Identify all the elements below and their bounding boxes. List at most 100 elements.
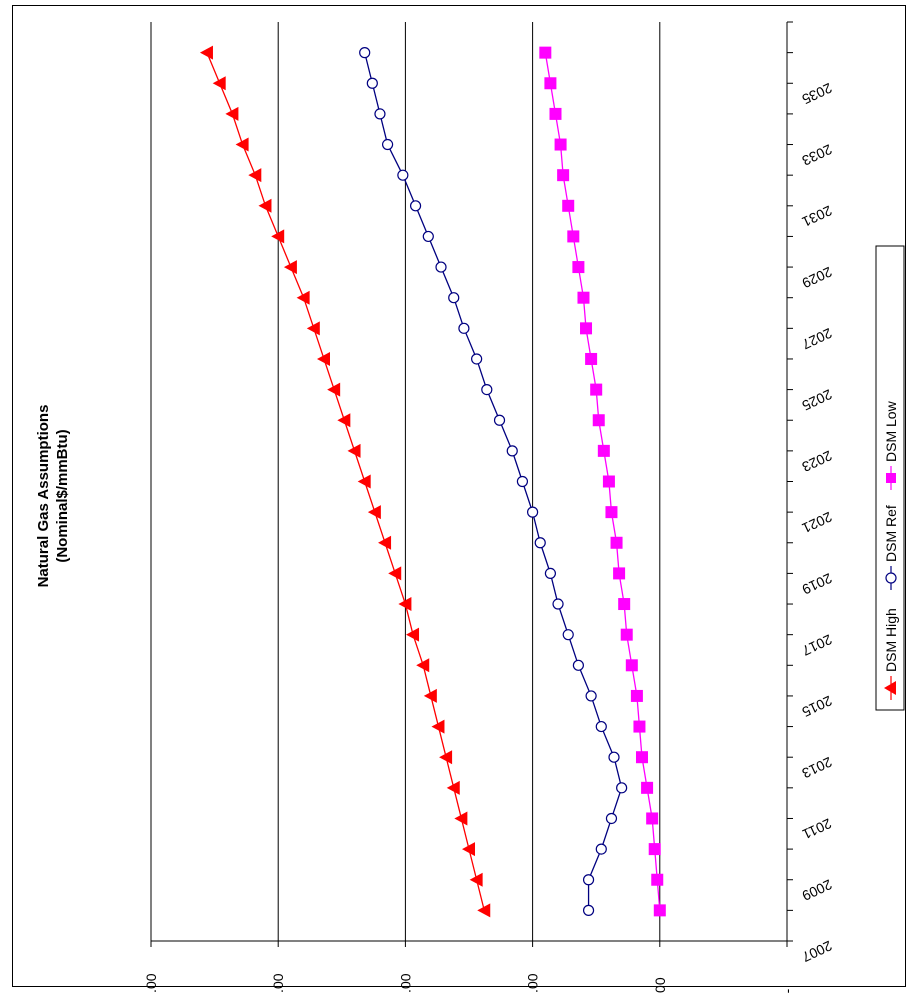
data-point-dsm-ref: [605, 812, 618, 825]
legend: DSM High DSM Ref DSM Low: [875, 245, 905, 711]
data-point-dsm-low: [544, 77, 557, 90]
data-point-dsm-low: [597, 444, 610, 457]
data-point-dsm-high: [446, 780, 460, 795]
category-tick-label: 2015: [799, 693, 834, 721]
legend-marker-triangle-icon: [884, 681, 896, 695]
value-tick-label: 5.00: [652, 977, 668, 993]
data-point-dsm-low: [580, 322, 593, 335]
value-tick-group: 15.00: [397, 973, 413, 993]
data-point-dsm-ref: [595, 843, 607, 855]
data-point-dsm-high: [316, 351, 330, 366]
category-tick-label: 2007: [799, 938, 834, 966]
data-point-dsm-high: [388, 566, 402, 581]
category-tick-group: 2025: [799, 386, 834, 414]
data-point-dsm-ref: [359, 47, 371, 59]
data-point-dsm-low: [557, 169, 570, 182]
category-tick-label: 2017: [799, 631, 834, 659]
category-tick-group: 2027: [799, 325, 834, 353]
category-tick-group: 2021: [799, 509, 834, 537]
category-tick-group: 2029: [799, 264, 834, 292]
data-point-dsm-low: [577, 291, 590, 304]
value-tick-label: 25.00: [143, 973, 159, 993]
data-point-dsm-low: [633, 720, 646, 733]
data-point-dsm-high: [225, 106, 239, 121]
category-tick-group: 2019: [799, 570, 834, 598]
data-point-dsm-ref: [374, 108, 386, 120]
data-point-dsm-ref: [481, 384, 493, 396]
data-point-dsm-low: [567, 230, 580, 243]
data-point-dsm-low: [602, 475, 615, 488]
data-point-dsm-high: [258, 198, 272, 213]
legend-content: DSM High DSM Ref DSM Low: [883, 400, 899, 700]
tick-labels: - 5.00 10.00 15.00 20.00 25.00 2007 2009 2011 201…: [143, 80, 835, 993]
data-point-dsm-low: [590, 383, 603, 396]
value-tick-group: 20.00: [270, 973, 286, 993]
data-point-dsm-high: [327, 382, 341, 397]
data-point-dsm-high: [271, 229, 285, 244]
data-point-dsm-high: [337, 413, 351, 428]
data-point-dsm-high: [416, 658, 430, 673]
data-point-dsm-low: [653, 904, 666, 917]
data-point-dsm-low: [620, 628, 633, 641]
category-tick-label: 2021: [799, 509, 834, 537]
data-point-dsm-high: [306, 321, 320, 336]
category-tick-group: 2031: [799, 202, 834, 230]
chart-subtitle: (Nominal$/mmBtu): [54, 429, 71, 562]
data-point-dsm-ref: [448, 292, 460, 304]
data-point-dsm-high: [367, 505, 381, 520]
data-point-dsm-high: [212, 76, 226, 91]
data-point-dsm-ref: [562, 629, 574, 641]
category-tick-group: 2013: [799, 754, 834, 782]
data-point-dsm-low: [618, 598, 631, 611]
data-point-dsm-high: [477, 903, 491, 918]
data-point-dsm-ref: [506, 445, 518, 457]
chart-title: Natural Gas Assumptions: [35, 405, 52, 588]
data-point-dsm-ref: [616, 782, 628, 794]
category-tick-label: 2011: [800, 815, 834, 842]
data-point-dsm-low: [635, 751, 648, 764]
data-point-dsm-ref: [458, 322, 470, 334]
data-point-dsm-ref: [397, 169, 409, 181]
category-tick-group: 2023: [799, 448, 834, 476]
category-tick-group: 2007: [799, 938, 834, 966]
data-point-dsm-low: [539, 46, 552, 59]
category-tick-label: 2031: [799, 202, 834, 230]
data-point-dsm-ref: [544, 567, 557, 580]
data-point-dsm-ref: [552, 598, 564, 610]
category-tick-group: 2009: [799, 876, 834, 904]
data-point-dsm-high: [296, 290, 310, 305]
data-point-dsm-ref: [435, 261, 447, 273]
data-point-dsm-low: [605, 506, 618, 519]
value-tick-label: -: [779, 988, 795, 993]
axes: [150, 21, 793, 947]
data-point-dsm-low: [554, 138, 567, 151]
data-point-dsm-low: [641, 781, 654, 794]
legend-marker-square-icon: [886, 473, 896, 483]
data-point-dsm-low: [646, 812, 659, 825]
data-point-dsm-low: [549, 107, 562, 120]
data-point-dsm-ref: [381, 138, 394, 151]
category-tick-label: 2019: [799, 570, 834, 598]
data-point-dsm-ref: [516, 475, 529, 488]
series-line-dsm-low: [544, 52, 661, 911]
data-point-dsm-high: [357, 474, 371, 489]
data-point-dsm-high: [235, 137, 249, 152]
data-point-dsm-high: [199, 45, 213, 60]
value-tick-group: 5.00: [652, 977, 668, 993]
data-point-dsm-ref: [572, 659, 584, 671]
data-point-dsm-ref: [422, 230, 434, 243]
category-tick-label: 2023: [799, 448, 834, 476]
legend-marker-circle-icon: [885, 572, 897, 584]
category-tick-label: 2029: [799, 264, 834, 292]
data-point-dsm-ref: [409, 200, 422, 212]
value-tick-group: -: [779, 988, 795, 993]
data-point-dsm-ref: [526, 506, 539, 518]
data-point-dsm-high: [347, 443, 361, 458]
data-point-dsm-ref: [493, 414, 506, 426]
data-point-dsm-ref: [582, 874, 595, 886]
legend-label-dsm-low: DSM Low: [883, 400, 899, 462]
data-point-dsm-ref: [471, 353, 483, 365]
category-tick-label: 2009: [799, 876, 834, 904]
data-point-dsm-low: [562, 199, 575, 212]
